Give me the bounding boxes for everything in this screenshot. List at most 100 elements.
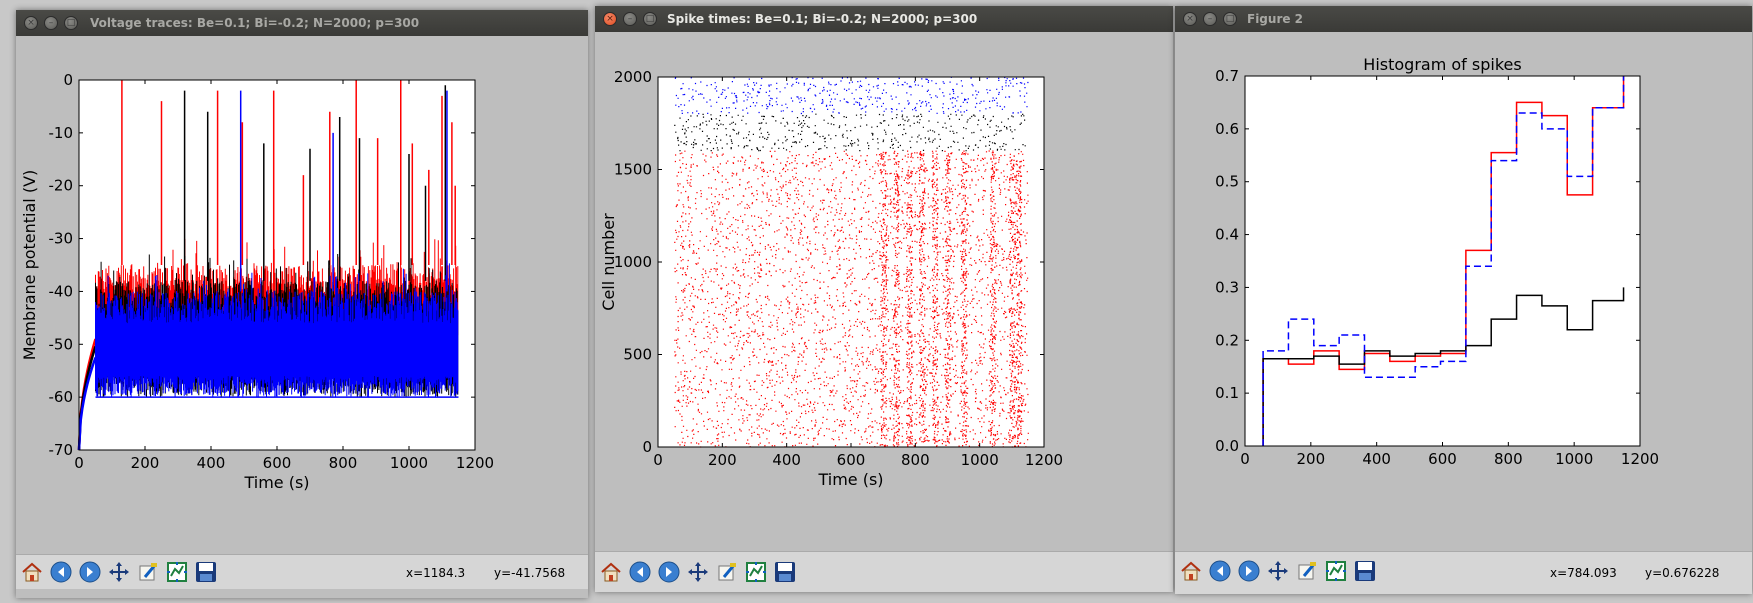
x-coordinate-readout: x=784.093: [1550, 566, 1617, 580]
y-tick-label: 500: [623, 346, 652, 364]
x-tick-label: 400: [772, 451, 801, 469]
close-icon[interactable]: ×: [603, 12, 617, 26]
save-icon[interactable]: [1353, 559, 1377, 583]
window-title: Figure 2: [1247, 12, 1304, 26]
y-coordinate-readout: y=0.676228: [1645, 566, 1720, 580]
maximize-icon[interactable]: □: [1223, 12, 1237, 26]
y-tick-label: 0.6: [1215, 120, 1239, 138]
minimize-icon[interactable]: –: [1203, 12, 1217, 26]
configure-subplots-icon[interactable]: [1324, 559, 1348, 583]
spike-dots: [674, 150, 1029, 448]
y-tick-label: 0.7: [1215, 67, 1239, 85]
y-tick-label: -20: [49, 177, 74, 195]
save-icon[interactable]: [773, 560, 797, 584]
x-axis-label: Time (s): [243, 473, 309, 492]
plot-area: [1245, 76, 1640, 446]
x-tick-label: 1200: [456, 454, 494, 472]
voltage-band-line: [95, 263, 459, 398]
y-tick-label: 0.3: [1215, 278, 1239, 296]
minimize-icon[interactable]: –: [44, 16, 58, 30]
window-titlebar[interactable]: × – □ Spike times: Be=0.1; Bi=-0.2; N=20…: [595, 6, 1173, 32]
voltage-trace-series: [77, 90, 459, 451]
maximize-icon[interactable]: □: [64, 16, 78, 30]
x-axis-label: Time (s): [817, 470, 883, 489]
navigation-toolbar: [595, 551, 1173, 592]
window-title: Voltage traces: Be=0.1; Bi=-0.2; N=2000;…: [90, 16, 420, 30]
voltage-onset-line: [77, 357, 97, 451]
voltage-traces-plot[interactable]: 0 200 400 600 800 1000 1200 0 -10 -20 -30 -40 -50 -60…: [16, 10, 588, 555]
x-tick-label: 200: [708, 451, 737, 469]
window-titlebar[interactable]: × – □ Figure 2: [1175, 6, 1752, 32]
x-tick-label: 600: [1428, 450, 1457, 468]
back-icon[interactable]: [1208, 559, 1232, 583]
close-icon[interactable]: ×: [1183, 12, 1197, 26]
y-tick-label: 0.4: [1215, 226, 1239, 244]
x-tick-label: 200: [131, 454, 160, 472]
x-tick-label: 1000: [1555, 450, 1593, 468]
y-axis-label: Cell number: [599, 213, 618, 311]
x-tick-label: 1200: [1621, 450, 1659, 468]
y-tick-label: -50: [49, 335, 74, 353]
zoom-icon[interactable]: [1295, 559, 1319, 583]
x-tick-label: 0: [653, 451, 663, 469]
y-tick-label: -70: [49, 441, 74, 459]
spike-raster-series: [674, 76, 1029, 115]
y-tick-label: 0: [63, 71, 73, 89]
navigation-toolbar: x=784.093 y=0.676228: [1175, 551, 1752, 594]
spike-raster-series: [674, 113, 1026, 152]
y-tick-label: 0.1: [1215, 384, 1239, 402]
back-icon[interactable]: [628, 560, 652, 584]
x-tick-label: 800: [329, 454, 358, 472]
spike-histogram-plot[interactable]: 0 200 400 600 800 1000 1200 0.0 0.1 0.2 0.3 0.4 0.5 0…: [1175, 6, 1752, 551]
histogram-step-line: [1262, 287, 1625, 446]
configure-subplots-icon[interactable]: [165, 560, 189, 584]
x-tick-label: 400: [197, 454, 226, 472]
y-tick-label: 1500: [614, 161, 652, 179]
pan-icon[interactable]: [107, 560, 131, 584]
x-tick-label: 1200: [1025, 451, 1063, 469]
window-titlebar[interactable]: × – □ Voltage traces: Be=0.1; Bi=-0.2; N…: [16, 10, 588, 36]
spike-raster-series: [674, 150, 1029, 448]
forward-icon[interactable]: [1237, 559, 1261, 583]
home-icon[interactable]: [1179, 559, 1203, 583]
minimize-icon[interactable]: –: [623, 12, 637, 26]
pan-icon[interactable]: [686, 560, 710, 584]
y-tick-label: -60: [49, 388, 74, 406]
forward-icon[interactable]: [657, 560, 681, 584]
x-tick-label: 600: [837, 451, 866, 469]
x-tick-label: 800: [1494, 450, 1523, 468]
histogram-step-line: [1262, 76, 1625, 446]
close-icon[interactable]: ×: [24, 16, 38, 30]
home-icon[interactable]: [599, 560, 623, 584]
configure-subplots-icon[interactable]: [744, 560, 768, 584]
voltage-traces-window: × – □ Voltage traces: Be=0.1; Bi=-0.2; N…: [16, 10, 588, 598]
y-tick-label: 0: [642, 438, 652, 456]
histogram-step-line: [1262, 76, 1625, 446]
x-tick-label: 800: [901, 451, 930, 469]
y-tick-label: 2000: [614, 68, 652, 86]
spike-dots: [674, 76, 1029, 115]
x-tick-label: 0: [1240, 450, 1250, 468]
x-coordinate-readout: x=1184.3: [406, 566, 466, 580]
spike-raster-plot[interactable]: 0 200 400 600 800 1000 1200 0 500 1000 1500 2000 Tim…: [595, 6, 1173, 551]
maximize-icon[interactable]: □: [643, 12, 657, 26]
home-icon[interactable]: [20, 560, 44, 584]
y-tick-label: 0.0: [1215, 437, 1239, 455]
x-tick-label: 400: [1362, 450, 1391, 468]
zoom-icon[interactable]: [136, 560, 160, 584]
y-tick-label: -10: [49, 124, 74, 142]
y-tick-label: 0.2: [1215, 331, 1239, 349]
forward-icon[interactable]: [78, 560, 102, 584]
y-tick-label: 1000: [614, 253, 652, 271]
chart-title: Histogram of spikes: [1363, 55, 1521, 74]
y-tick-label: 0.5: [1215, 173, 1239, 191]
x-tick-label: 200: [1297, 450, 1326, 468]
save-icon[interactable]: [194, 560, 218, 584]
pan-icon[interactable]: [1266, 559, 1290, 583]
y-axis-label: Membrane potential (V): [20, 170, 39, 361]
x-tick-label: 1000: [961, 451, 999, 469]
back-icon[interactable]: [49, 560, 73, 584]
zoom-icon[interactable]: [715, 560, 739, 584]
x-tick-label: 600: [263, 454, 292, 472]
navigation-toolbar: x=1184.3 y=-41.7568: [16, 554, 588, 589]
